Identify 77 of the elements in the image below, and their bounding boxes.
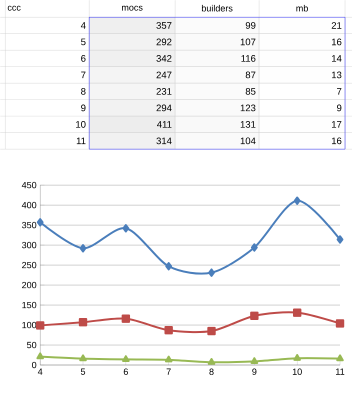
point — [79, 354, 87, 362]
x-tick-label: 9 — [252, 368, 256, 375]
x-tick-label: 8 — [209, 368, 214, 375]
data-label: 131 — [240, 121, 256, 128]
y-tick-label: 250 — [22, 262, 36, 268]
y-tick-label: 6 — [81, 55, 86, 62]
data-label: 292 — [156, 38, 172, 46]
data-label: 16 — [332, 38, 342, 46]
y-tick-label: 10 — [76, 121, 86, 128]
y-tick-label: 0 — [32, 362, 36, 368]
y-tick-label: 50 — [26, 342, 36, 348]
y-tick-label: 350 — [22, 222, 36, 228]
x-tick-label: 11 — [336, 368, 344, 375]
y-tick-label: 400 — [22, 202, 36, 208]
data-label: 16 — [332, 138, 342, 144]
point — [165, 262, 172, 270]
point — [294, 196, 300, 205]
x-tick-label: 6 — [124, 368, 128, 375]
data-label: 231 — [156, 88, 172, 95]
point — [164, 356, 172, 362]
point — [122, 314, 130, 323]
y-tick-label: 4 — [80, 22, 86, 29]
data-label: 13 — [332, 72, 342, 78]
data-label: 14 — [332, 55, 342, 62]
data-label: 107 — [240, 38, 256, 46]
point — [250, 312, 258, 320]
x-tick-label: mocs — [122, 6, 142, 11]
x-tick-label: 7 — [166, 368, 171, 375]
data-label: 357 — [156, 22, 172, 29]
data-label: 99 — [246, 22, 256, 29]
data-label: 116 — [241, 55, 256, 62]
y-tick-label: 8 — [80, 88, 86, 95]
point — [122, 224, 130, 232]
y-tick-label: 150 — [22, 302, 36, 308]
y-tick-label: 300 — [22, 242, 36, 248]
data-label: 123 — [240, 104, 256, 112]
point — [292, 308, 302, 317]
point — [208, 268, 215, 277]
point — [250, 243, 258, 252]
y-tick-label: 7 — [81, 72, 86, 78]
point — [122, 355, 130, 362]
y-tick-label: 9 — [81, 104, 86, 112]
point — [336, 354, 344, 362]
point — [336, 235, 344, 244]
point — [80, 244, 86, 252]
point — [293, 354, 301, 361]
x-tick-label: builders — [202, 4, 232, 12]
point — [78, 318, 88, 326]
point — [250, 357, 258, 364]
y-tick-label: 5 — [80, 38, 86, 46]
data-label: 7 — [336, 88, 342, 95]
data-label: 9 — [336, 104, 342, 112]
y-tick-label: 11 — [76, 138, 86, 144]
x-tick-label: 10 — [292, 368, 302, 375]
data-label: 85 — [246, 88, 256, 95]
data-label: 87 — [246, 72, 256, 78]
y-tick-label: 450 — [22, 182, 36, 188]
data-label: 247 — [156, 72, 172, 78]
data-label: 21 — [332, 22, 342, 29]
y-tick-label: 200 — [22, 282, 36, 288]
data-label: 104 — [240, 138, 256, 144]
data-label: 17 — [332, 121, 342, 128]
point — [36, 218, 44, 226]
y-axis-title: ccc — [8, 6, 21, 11]
y-tick-label: 100 — [22, 322, 36, 328]
point — [207, 326, 216, 336]
x-tick-label: mb — [296, 4, 308, 12]
data-label: 411 — [156, 121, 172, 128]
data-label: 294 — [156, 104, 172, 112]
point — [36, 352, 44, 360]
point — [208, 358, 216, 365]
data-label: 342 — [156, 55, 172, 62]
data-label: 314 — [156, 138, 172, 144]
point — [36, 321, 44, 330]
point — [336, 319, 344, 328]
x-tick-label: 4 — [38, 368, 42, 375]
point — [164, 326, 173, 334]
